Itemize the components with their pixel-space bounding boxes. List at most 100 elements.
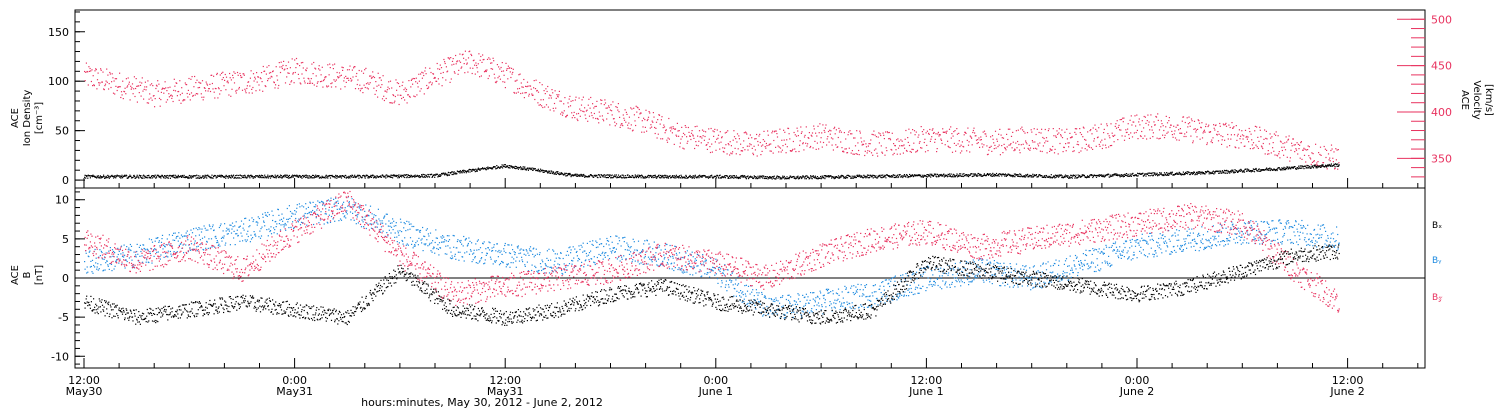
density-series-point <box>304 174 306 176</box>
by-series-point <box>113 250 115 253</box>
by-series-point <box>254 233 256 235</box>
velocity-series-point <box>1285 136 1287 138</box>
density-series-point <box>769 177 771 179</box>
velocity-series-point <box>670 130 672 132</box>
by-series-point <box>90 260 92 262</box>
density-series-point <box>1114 174 1116 176</box>
velocity-series-point <box>1112 135 1115 137</box>
by-series-point <box>264 212 266 214</box>
density-series-point <box>768 177 770 179</box>
by-series-point <box>246 233 248 235</box>
density-series-point <box>115 177 117 179</box>
velocity-series-point <box>639 113 641 115</box>
density-series-point <box>648 177 650 179</box>
velocity-series-point <box>1185 135 1187 138</box>
velocity-series-point <box>308 82 310 84</box>
velocity-series-point <box>492 57 494 59</box>
density-series-point <box>527 169 529 171</box>
velocity-series-point <box>651 120 653 122</box>
density-series-point <box>1163 172 1166 174</box>
velocity-series-point <box>1230 134 1232 136</box>
velocity-series-point <box>632 129 634 131</box>
density-series-point <box>582 175 584 177</box>
density-series-point <box>872 174 874 176</box>
velocity-series-point <box>549 109 551 111</box>
density-series-point <box>389 176 392 178</box>
by-series-point <box>198 227 200 229</box>
density-series-point <box>799 177 801 180</box>
velocity-series-point <box>1152 132 1154 134</box>
density-series-point <box>120 177 122 179</box>
density-series-point <box>1327 165 1329 167</box>
density-series-point <box>223 176 225 178</box>
density-series-point <box>525 169 527 171</box>
density-series-point <box>205 176 207 178</box>
velocity-series-point <box>319 69 321 71</box>
velocity-series-point <box>1245 136 1247 138</box>
density-series-point <box>159 176 161 178</box>
density-series-point <box>1204 171 1207 173</box>
density-series-point <box>253 177 255 179</box>
velocity-series-point <box>985 133 987 135</box>
density-series-point <box>336 175 338 177</box>
density-series-point <box>555 171 557 173</box>
density-series-point <box>899 174 901 176</box>
velocity-series-point <box>236 89 238 91</box>
velocity-series-point <box>826 144 828 146</box>
density-series-point <box>1065 176 1067 178</box>
velocity-series-point <box>463 63 465 65</box>
velocity-series-point <box>101 81 103 83</box>
density-series-point <box>373 175 375 177</box>
velocity-series-point <box>575 96 577 98</box>
density-series-point <box>237 177 239 179</box>
velocity-series-point <box>730 152 732 154</box>
velocity-series-point <box>542 99 544 101</box>
density-series-point <box>901 175 903 177</box>
density-series-point <box>1233 172 1236 174</box>
velocity-series-point <box>926 130 928 132</box>
density-series-point <box>257 176 259 178</box>
by-series-point <box>85 252 87 254</box>
density-series-point <box>834 177 836 179</box>
density-series-point <box>759 177 761 179</box>
density-series-point <box>379 175 382 177</box>
velocity-series-point <box>677 130 679 132</box>
density-series-point <box>603 174 605 176</box>
velocity-series-point <box>936 148 938 150</box>
velocity-series-point <box>660 138 662 140</box>
velocity-series-point <box>190 78 192 80</box>
by-series-point <box>227 233 229 235</box>
density-series-point <box>1137 175 1139 177</box>
velocity-series-point <box>776 136 779 138</box>
density-series-point <box>696 177 698 179</box>
density-series-point <box>863 174 865 176</box>
density-series-point <box>522 168 524 171</box>
velocity-series-point <box>333 79 335 81</box>
density-series-point <box>762 177 764 179</box>
density-series-point <box>1311 165 1313 167</box>
density-series-point <box>1042 176 1044 178</box>
velocity-series-point <box>1221 139 1223 141</box>
velocity-series-point <box>800 126 802 128</box>
velocity-series-point <box>752 154 755 156</box>
velocity-series-point <box>456 60 458 62</box>
by-series-point <box>269 230 271 233</box>
density-series-point <box>1333 164 1336 166</box>
density-series-point <box>930 174 932 176</box>
by-series-point <box>215 235 217 237</box>
density-series-point <box>632 175 634 177</box>
density-series-point <box>1208 173 1210 175</box>
velocity-series-point <box>674 128 677 130</box>
density-series-point <box>392 175 394 177</box>
velocity-series-point <box>391 87 393 89</box>
velocity-series-point <box>907 137 909 139</box>
density-series-point <box>860 176 862 178</box>
density-series-point <box>1332 164 1335 167</box>
by-series-point <box>96 266 98 268</box>
density-series-point <box>531 167 533 169</box>
by-series-point <box>280 224 282 226</box>
velocity-series-point <box>872 134 874 136</box>
velocity-series-point <box>813 125 815 127</box>
density-series-point <box>938 175 940 178</box>
velocity-series-point <box>1020 128 1022 130</box>
